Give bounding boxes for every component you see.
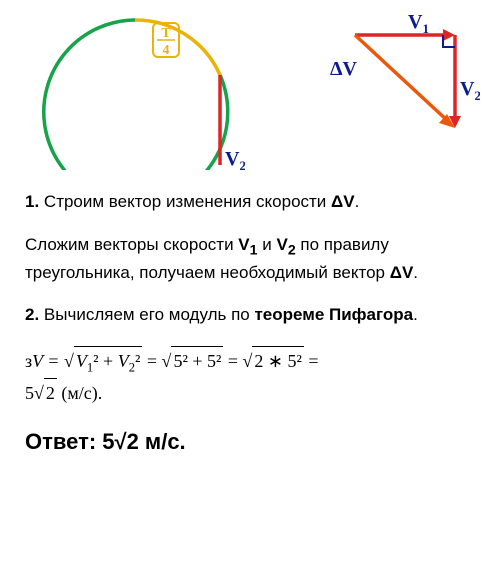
step-1: 1. Строим вектор изменения скорости ΔV. bbox=[25, 190, 475, 215]
step-1-num: 1. bbox=[25, 192, 39, 211]
step-2-dot: . bbox=[413, 305, 418, 324]
step-2-text: Вычисляем его модуль по bbox=[39, 305, 254, 324]
answer-line: Ответ: 5√2 м/с. bbox=[25, 429, 475, 455]
step-1-text: Строим вектор изменения скорости bbox=[39, 192, 331, 211]
diagram-row: T 4 V2 V1 V2 ΔV bbox=[0, 0, 500, 190]
v2-label: V2 bbox=[460, 78, 480, 103]
v1-arrowhead bbox=[443, 29, 455, 41]
content-body: 1. Строим вектор изменения скорости ΔV. … bbox=[0, 190, 500, 480]
dv-label: ΔV bbox=[330, 58, 358, 80]
period-box-t: T bbox=[161, 26, 171, 41]
p2-dv: ΔV bbox=[390, 263, 414, 282]
formula-units: (м/с). bbox=[57, 383, 102, 403]
p2-a: Сложим векторы скорости bbox=[25, 235, 238, 254]
step-2-num: 2. bbox=[25, 305, 39, 324]
green-arc bbox=[44, 20, 228, 170]
yellow-arc bbox=[135, 20, 220, 75]
sqrt-3: 2 ∗ 5² bbox=[252, 346, 303, 376]
circle-diagram: T 4 V2 bbox=[20, 10, 245, 170]
step-2: 2. Вычисляем его модуль по теореме Пифаг… bbox=[25, 303, 475, 328]
dv-vector bbox=[355, 35, 450, 123]
step-2-theorem: теореме Пифагора bbox=[254, 305, 413, 324]
paragraph-2: Сложим векторы скорости V1 и V2 по прави… bbox=[25, 233, 475, 286]
formula-V: V = bbox=[32, 351, 64, 371]
p2-dot: . bbox=[413, 263, 418, 282]
v1-label: V1 bbox=[408, 11, 429, 36]
sqrt-1: V1² + V2² bbox=[74, 346, 143, 378]
circle-v2-label: V2 bbox=[225, 148, 245, 170]
formula: зV = √V1² + V2² = √5² + 5² = √2 ∗ 5² = 5… bbox=[25, 346, 475, 408]
formula-tail-2: 2 bbox=[44, 378, 57, 408]
step-1-dot: . bbox=[355, 192, 360, 211]
triangle-diagram: V1 V2 ΔV bbox=[300, 10, 480, 140]
p2-v1: V1 bbox=[238, 235, 257, 254]
p2-v2: V2 bbox=[276, 235, 295, 254]
step-1-dv: ΔV bbox=[331, 192, 355, 211]
p2-mid: и bbox=[258, 235, 277, 254]
period-box-4: 4 bbox=[163, 43, 170, 58]
formula-tail-5: 5 bbox=[25, 383, 34, 403]
sqrt-2: 5² + 5² bbox=[171, 346, 223, 376]
